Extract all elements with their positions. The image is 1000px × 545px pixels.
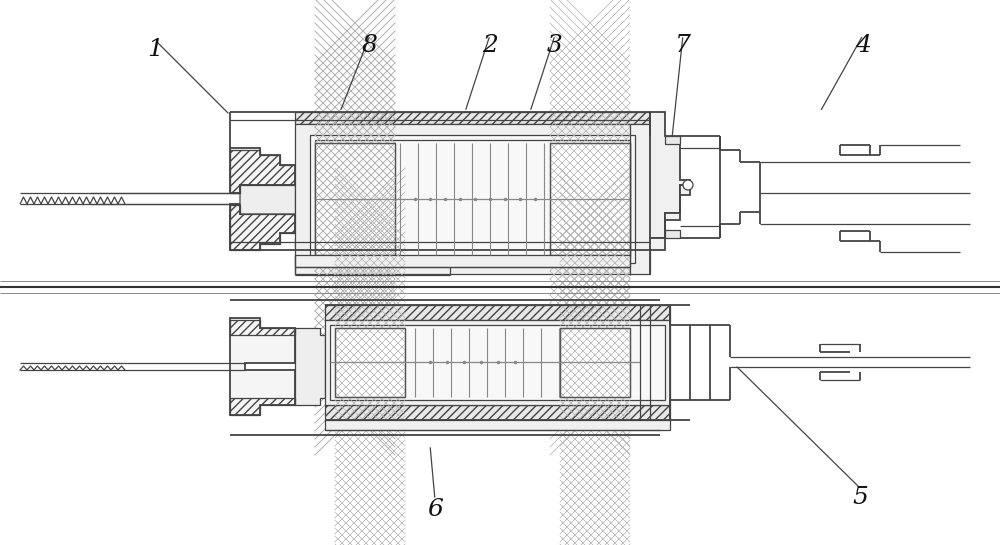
Text: 5: 5 bbox=[852, 487, 868, 510]
Bar bbox=[550, 143, 630, 255]
Bar bbox=[330, 325, 665, 400]
Text: 7: 7 bbox=[675, 33, 691, 57]
Bar bbox=[295, 238, 650, 250]
Bar bbox=[325, 305, 670, 320]
Bar bbox=[560, 328, 630, 397]
Circle shape bbox=[683, 180, 693, 190]
Bar bbox=[550, 143, 630, 255]
Polygon shape bbox=[650, 185, 690, 250]
Bar bbox=[665, 136, 680, 144]
Polygon shape bbox=[230, 204, 295, 250]
Polygon shape bbox=[295, 328, 325, 405]
Bar bbox=[325, 320, 670, 405]
Bar bbox=[295, 124, 650, 274]
Bar bbox=[315, 140, 630, 258]
Bar bbox=[335, 328, 405, 397]
Text: 4: 4 bbox=[855, 33, 871, 57]
Text: 2: 2 bbox=[482, 33, 498, 57]
Text: 6: 6 bbox=[427, 499, 443, 522]
Text: 1: 1 bbox=[147, 39, 163, 62]
Bar bbox=[295, 112, 650, 124]
Bar bbox=[665, 230, 680, 238]
Bar bbox=[325, 420, 670, 430]
Bar bbox=[325, 405, 670, 420]
Polygon shape bbox=[230, 318, 295, 415]
Text: 8: 8 bbox=[362, 33, 378, 57]
Bar bbox=[310, 135, 635, 263]
Bar bbox=[560, 328, 630, 397]
Polygon shape bbox=[650, 112, 690, 238]
Text: 3: 3 bbox=[547, 33, 563, 57]
Bar bbox=[295, 170, 315, 230]
Polygon shape bbox=[230, 148, 295, 193]
Bar bbox=[335, 328, 405, 397]
Polygon shape bbox=[240, 170, 310, 233]
Bar bbox=[315, 143, 395, 255]
Bar bbox=[295, 255, 630, 267]
Bar bbox=[315, 143, 395, 255]
